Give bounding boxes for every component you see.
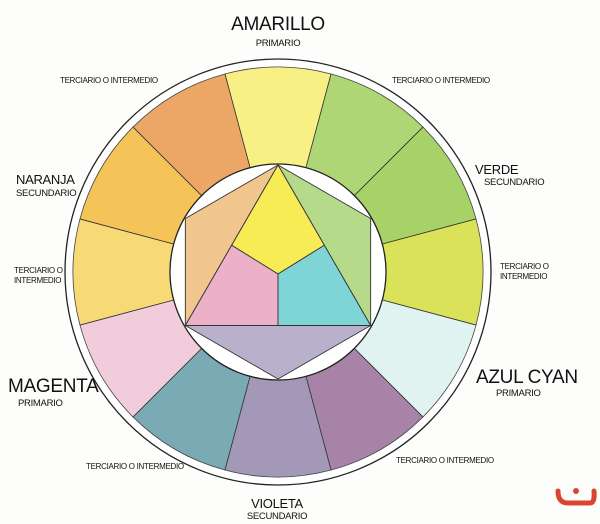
label-tertiary-right: TERCIARIO O INTERMEDIO — [500, 262, 549, 282]
label-tertiary-left: TERCIARIO O INTERMEDIO — [14, 266, 63, 286]
label-verde: VERDE — [475, 162, 519, 177]
label-naranja: NARANJA — [16, 172, 75, 187]
label-naranja-type: SECUNDARIO — [16, 188, 77, 199]
label-violeta: VIOLETA — [251, 496, 303, 511]
inner-region-cyan — [277, 244, 372, 326]
label-magenta: MAGENTA — [8, 376, 99, 397]
label-violeta-type: SECUNDARIO — [246, 511, 308, 522]
label-amarillo: AMARILLO — [231, 14, 325, 35]
label-tertiary-left-line2: INTERMEDIO — [14, 276, 62, 285]
label-tertiary-left-line1: TERCIARIO O — [14, 266, 63, 275]
label-tertiary-right-line2: INTERMEDIO — [500, 272, 548, 281]
label-tertiary-top-left: TERCIARIO O INTERMEDIO — [60, 76, 158, 85]
label-azul-cyan: AZUL CYAN — [476, 367, 578, 388]
label-azul-cyan-type: PRIMARIO — [496, 388, 541, 399]
label-tertiary-top-right: TERCIARIO O INTERMEDIO — [392, 76, 490, 85]
label-tertiary-bottom-right: TERCIARIO O INTERMEDIO — [396, 456, 494, 465]
label-amarillo-type: PRIMARIO — [255, 38, 301, 49]
label-tertiary-right-line1: TERCIARIO O — [500, 262, 549, 271]
label-verde-type: SECUNDARIO — [484, 177, 545, 188]
label-magenta-type: PRIMARIO — [18, 398, 63, 409]
label-tertiary-bottom-left: TERCIARIO O INTERMEDIO — [86, 462, 184, 471]
